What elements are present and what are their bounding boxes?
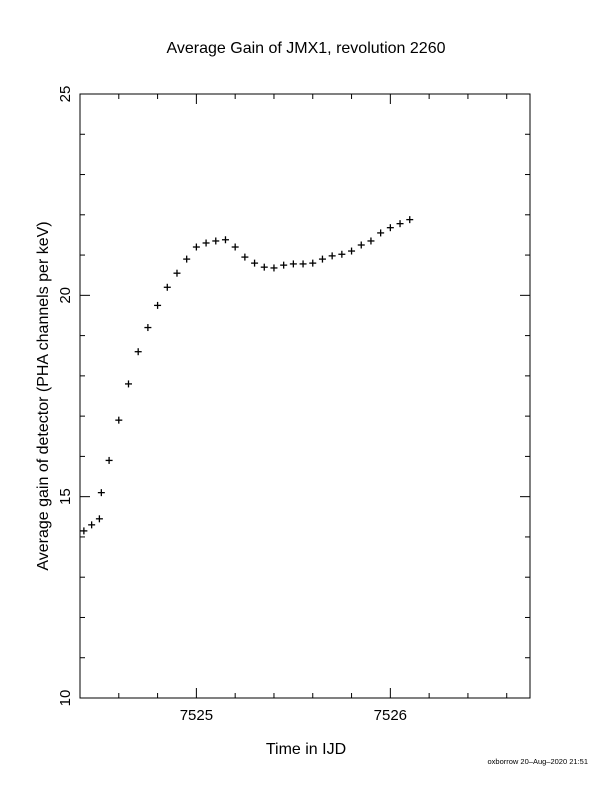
data-point — [348, 247, 356, 255]
x-tick-label: 7525 — [180, 707, 213, 724]
data-point — [377, 229, 385, 237]
y-tick-label: 10 — [57, 690, 74, 707]
footer-credit: oxborrow 20–Aug–2020 21:51 — [487, 757, 589, 766]
data-point — [134, 348, 142, 356]
data-points — [80, 216, 414, 535]
data-point — [396, 220, 404, 228]
data-point — [202, 239, 210, 247]
axis-ticks — [79, 93, 530, 699]
data-point — [221, 236, 229, 244]
data-point — [163, 283, 171, 291]
data-point — [318, 255, 326, 263]
x-tick-label: 7526 — [374, 707, 407, 724]
chart-title: Average Gain of JMX1, revolution 2260 — [167, 40, 446, 57]
x-axis-label: Time in IJD — [266, 741, 346, 758]
data-point — [338, 250, 346, 258]
data-point — [212, 237, 220, 245]
data-point — [309, 259, 317, 267]
data-point — [192, 243, 200, 251]
data-point — [144, 324, 152, 332]
data-point — [289, 260, 297, 268]
data-point — [97, 489, 105, 497]
data-point — [154, 301, 162, 309]
tick-labels: 7525 7526 10 15 20 25 — [57, 86, 407, 724]
data-point — [80, 527, 88, 535]
y-axis-label: Average gain of detector (PHA channels p… — [35, 221, 52, 570]
y-tick-label: 15 — [57, 488, 74, 505]
data-point — [241, 253, 249, 261]
data-point — [270, 264, 278, 272]
data-point — [299, 260, 307, 268]
data-point — [173, 269, 181, 277]
data-point — [357, 241, 365, 249]
data-point — [124, 380, 132, 388]
y-tick-label: 25 — [57, 86, 74, 103]
data-point — [231, 243, 239, 251]
data-point — [328, 252, 336, 260]
data-point — [280, 261, 288, 269]
data-point — [88, 521, 96, 529]
plot-frame — [79, 93, 531, 699]
data-point — [367, 237, 375, 245]
data-point — [406, 216, 414, 224]
y-tick-label: 20 — [57, 287, 74, 304]
data-point — [251, 259, 259, 267]
data-point — [183, 255, 191, 263]
data-point — [95, 515, 103, 523]
data-point — [260, 263, 268, 271]
data-point — [386, 224, 394, 232]
data-point — [105, 456, 113, 464]
data-point — [115, 416, 123, 424]
